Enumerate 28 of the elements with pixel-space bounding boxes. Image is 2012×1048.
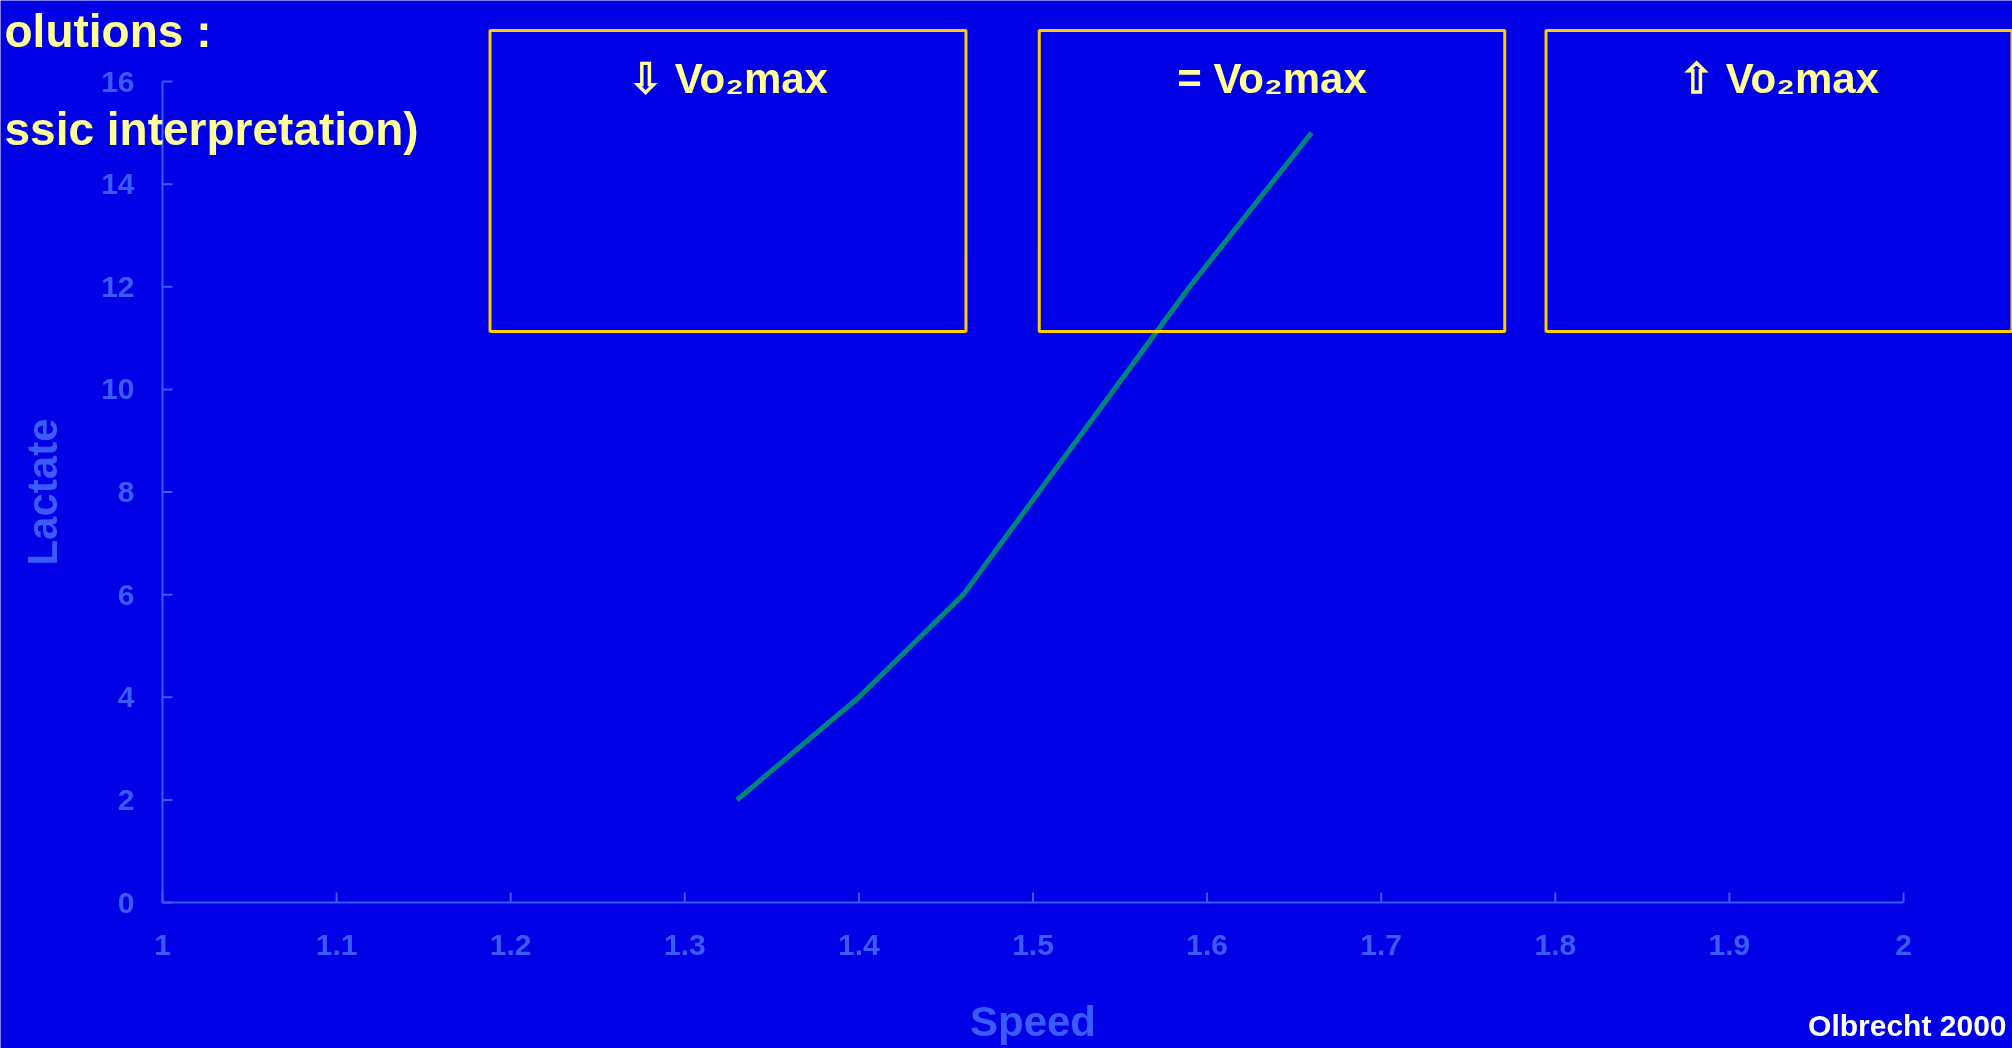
y-tick-label: 6 [117, 577, 135, 611]
x-tick-label: 1.9 [1708, 927, 1751, 961]
y-tick-label: 2 [117, 782, 135, 816]
x-tick-label: 2 [1895, 927, 1912, 961]
x-tick-label: 1.1 [315, 927, 358, 961]
x-tick-label: 1.5 [1012, 927, 1054, 961]
x-tick-label: 1.3 [663, 927, 706, 961]
y-tick-label: 4 [117, 680, 135, 714]
annotation: = Vo₂max [1177, 54, 1368, 102]
annotation: ⇧ Vo₂max [1679, 54, 1880, 102]
x-axis-title: Speed [969, 997, 1097, 1045]
annotation: ⇩ Vo₂max [628, 54, 829, 102]
x-tick-label: 1 [154, 927, 171, 961]
y-tick-label: 0 [117, 885, 135, 919]
y-tick-label: 10 [101, 372, 135, 406]
chart-title: olutions : [4, 4, 212, 57]
x-tick-label: 1.2 [489, 927, 532, 961]
x-tick-label: 1.6 [1186, 927, 1228, 961]
text: ssic interpretation) [4, 102, 419, 155]
x-tick-label: 1.8 [1534, 927, 1577, 961]
y-tick-label: 12 [101, 269, 135, 303]
y-tick-label: 14 [101, 167, 135, 201]
text: Olbrecht 2000 [1808, 1008, 2007, 1042]
y-tick-label: 8 [117, 475, 135, 508]
x-tick-label: 1.7 [1360, 927, 1403, 961]
y-axis-title: Lactate [19, 418, 66, 566]
y-tick-label: 16 [101, 64, 135, 98]
x-tick-label: 1.4 [838, 927, 881, 961]
